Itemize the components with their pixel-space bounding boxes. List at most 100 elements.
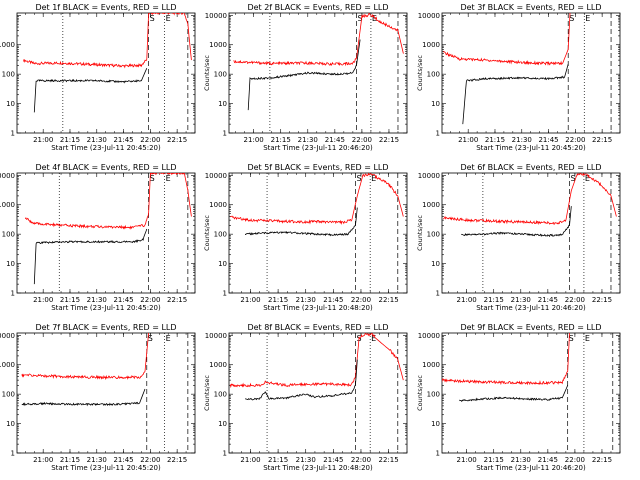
y-tick-label: 10: [218, 420, 227, 428]
y-tick-label: 1: [436, 130, 440, 138]
x-tick-label: 22:15: [167, 296, 187, 304]
x-tick-label: 21:45: [113, 456, 133, 464]
x-tick-label: 22:15: [592, 296, 612, 304]
x-tick-label: 21:45: [323, 296, 343, 304]
y-axis-label: Counts/sec: [203, 215, 211, 251]
chart-title: Det 4f BLACK = Events, RED = LLD: [35, 163, 176, 172]
y-tick-label: 1: [223, 450, 227, 458]
marker-label: S: [356, 174, 361, 183]
x-tick-label: 21:15: [60, 456, 80, 464]
x-axis-label: Start Time (23-Jul-11 20:46:20): [476, 304, 586, 312]
y-tick-label: 1: [436, 290, 440, 298]
x-tick-label: 22:15: [378, 296, 398, 304]
y-tick-label: 10000: [418, 172, 440, 180]
y-tick-label: 1000: [209, 361, 227, 369]
x-tick-label: 21:15: [60, 296, 80, 304]
plot-frame: [16, 172, 196, 294]
y-tick-label: 10: [6, 100, 15, 108]
y-tick-label: 1: [11, 130, 15, 138]
marker-label: S: [357, 14, 362, 23]
chart-title: Det 2f BLACK = Events, RED = LLD: [247, 3, 388, 12]
x-tick-label: 21:15: [268, 296, 288, 304]
y-tick-label: 1: [223, 130, 227, 138]
lld-rate-line: [21, 333, 149, 381]
x-tick-label: 21:45: [113, 296, 133, 304]
plot-frame: [16, 12, 196, 134]
x-axis-label: Start Time (23-Jul-11 20:48:20): [263, 304, 373, 312]
x-tick-label: 21:00: [244, 136, 264, 144]
marker-label: S: [150, 174, 155, 183]
y-tick-label: 10000: [205, 172, 227, 180]
y-tick-label: 100: [2, 231, 15, 239]
y-tick-label: 100: [427, 391, 440, 399]
y-axis-label: Counts/sec: [416, 215, 424, 251]
y-tick-label: 100: [214, 391, 227, 399]
event-rate-line: [33, 228, 148, 285]
x-tick-label: 21:30: [511, 296, 531, 304]
y-tick-label: 10000: [205, 332, 227, 340]
plot-panel: Det 4f BLACK = Events, RED = LLD 1 10 100 10…: [0, 163, 196, 312]
y-tick-label: 10000: [418, 12, 440, 20]
lld-rate-line: [442, 333, 570, 386]
chart-title: Det 9f BLACK = Events, RED = LLD: [460, 323, 601, 332]
y-tick-label: 10000: [205, 12, 227, 20]
y-tick-label: 10: [218, 100, 227, 108]
marker-label: E: [585, 14, 590, 23]
y-tick-label: 10000: [0, 172, 15, 180]
x-tick-label: 22:00: [140, 136, 160, 144]
y-tick-label: 1000: [0, 201, 15, 209]
y-tick-label: 100: [427, 231, 440, 239]
x-tick-label: 21:30: [87, 456, 107, 464]
plot-frame: [228, 172, 408, 294]
y-tick-label: 1000: [0, 41, 15, 49]
lld-rate-line: [443, 173, 617, 226]
y-axis-label: Counts/sec: [416, 375, 424, 411]
x-tick-label: 22:00: [565, 136, 585, 144]
plot-frame: [228, 12, 408, 134]
y-tick-label: 10: [6, 420, 15, 428]
chart-title: Det 3f BLACK = Events, RED = LLD: [460, 3, 601, 12]
y-tick-label: 1: [436, 450, 440, 458]
chart-title: Det 1f BLACK = Events, RED = LLD: [35, 3, 176, 12]
marker-label: E: [371, 334, 376, 343]
x-tick-label: 21:45: [538, 296, 558, 304]
x-tick-label: 21:30: [298, 136, 318, 144]
plot-panel: Det 7f BLACK = Events, RED = LLD 1 10 100 10…: [0, 323, 196, 472]
marker-label: S: [570, 174, 575, 183]
plot-panel: Det 8f BLACK = Events, RED = LLD 1 10 100 10…: [203, 323, 408, 472]
x-axis-label: Start Time (23-Jul-11 20:45:20): [51, 144, 161, 152]
lld-rate-line: [229, 333, 404, 389]
event-rate-line: [459, 385, 569, 403]
plot-frame: [441, 332, 621, 454]
marker-label: E: [371, 174, 376, 183]
event-rate-line: [462, 63, 569, 125]
lld-rate-line: [443, 13, 571, 66]
event-rate-line: [33, 68, 148, 113]
x-tick-label: 21:30: [296, 296, 316, 304]
x-tick-label: 21:00: [457, 296, 477, 304]
x-tick-label: 22:00: [351, 296, 371, 304]
plot-panel: Det 5f BLACK = Events, RED = LLD 1 10 100 10…: [203, 163, 408, 312]
x-tick-label: 21:00: [240, 296, 260, 304]
x-tick-label: 22:15: [167, 136, 187, 144]
y-tick-label: 1000: [422, 41, 440, 49]
plot-panel: Det 9f BLACK = Events, RED = LLD 1 10 100 10…: [416, 323, 621, 472]
x-tick-label: 22:00: [140, 456, 160, 464]
event-rate-line: [21, 388, 146, 407]
x-tick-label: 22:15: [379, 136, 399, 144]
plot-frame: [441, 172, 621, 294]
x-tick-label: 22:15: [378, 456, 398, 464]
event-rate-line: [247, 39, 361, 111]
y-tick-label: 10: [431, 260, 440, 268]
lld-rate-line: [23, 13, 192, 69]
x-tick-label: 21:45: [538, 456, 558, 464]
plot-frame: [16, 332, 196, 454]
x-tick-label: 21:00: [33, 136, 53, 144]
x-tick-label: 21:45: [113, 136, 133, 144]
y-axis-label: Counts/sec: [203, 55, 211, 91]
x-axis-label: Start Time (23-Jul-11 20:46:20): [476, 464, 586, 472]
y-tick-label: 100: [2, 71, 15, 79]
marker-label: S: [569, 14, 574, 23]
x-tick-label: 21:45: [325, 136, 345, 144]
x-tick-label: 22:00: [352, 136, 372, 144]
